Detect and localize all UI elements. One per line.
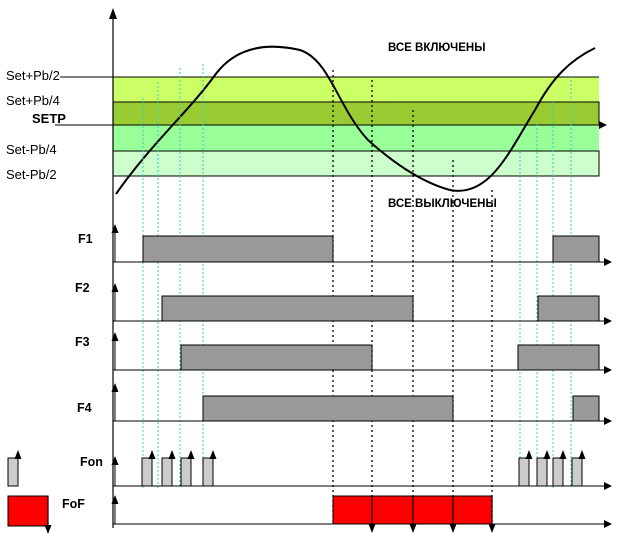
fon-pulse bbox=[571, 450, 586, 487]
label-f1: F1 bbox=[78, 232, 93, 246]
band-set-minus-pb2-to-pb4 bbox=[112, 150, 600, 177]
f4-timeline bbox=[111, 383, 612, 425]
fof-legend bbox=[7, 495, 52, 534]
fof-pulse bbox=[452, 495, 493, 525]
fof-timeline bbox=[111, 495, 612, 533]
fon-pulse bbox=[518, 450, 533, 487]
f2-timeline bbox=[111, 283, 612, 325]
fof-down-arrows bbox=[368, 496, 496, 533]
label-f2: F2 bbox=[75, 281, 90, 295]
fon-legend bbox=[7, 450, 22, 487]
label-all-on: ВСЕ ВКЛЮЧЕНЫ bbox=[388, 42, 485, 54]
label-set-plus-pb4: Set+Pb/4 bbox=[6, 93, 60, 108]
f4-on-bar bbox=[202, 395, 454, 422]
band-set-plus-pb4-to-pb2 bbox=[113, 77, 599, 102]
f1-timeline bbox=[111, 224, 612, 266]
f1-on-bar bbox=[552, 235, 600, 263]
label-f3: F3 bbox=[75, 335, 90, 349]
f2-on-bar bbox=[537, 295, 600, 322]
f3-on-bar bbox=[517, 344, 600, 371]
label-set-plus-pb2: Set+Pb/2 bbox=[6, 68, 60, 83]
f4-on-bar bbox=[572, 395, 600, 422]
fon-pulse bbox=[141, 450, 156, 487]
fon-pulse bbox=[536, 450, 551, 487]
label-set-minus-pb4: Set-Pb/4 bbox=[6, 142, 57, 157]
black-dotted-guides bbox=[332, 70, 493, 525]
label-set-minus-pb2: Set-Pb/2 bbox=[6, 167, 57, 182]
temperature-bands bbox=[55, 76, 607, 177]
fon-pulse bbox=[202, 450, 217, 487]
label-f4: F4 bbox=[77, 401, 92, 415]
fof-pulse bbox=[332, 495, 373, 525]
fof-pulse bbox=[412, 495, 454, 525]
temperature-curve bbox=[115, 45, 596, 195]
label-all-off: ВСЕ ВЫКЛЮЧЕНЫ bbox=[388, 198, 497, 210]
fof-pulse bbox=[371, 495, 414, 525]
f3-timeline bbox=[111, 332, 612, 374]
label-setp: SETP bbox=[32, 111, 66, 126]
fon-pulse bbox=[180, 450, 195, 487]
label-fon: Fon bbox=[80, 455, 103, 469]
fon-timeline bbox=[111, 450, 612, 490]
label-fof: FoF bbox=[62, 497, 85, 511]
temperature-axis-arrow bbox=[109, 8, 117, 19]
band-set-minus-pb4-to-setp bbox=[113, 125, 599, 151]
f3-on-bar bbox=[180, 344, 373, 371]
fon-pulse bbox=[161, 450, 176, 487]
band-setp-to-set-plus-pb4 bbox=[112, 101, 600, 126]
fon-pulse bbox=[552, 450, 567, 487]
f2-on-bar bbox=[161, 295, 414, 322]
f1-on-bar bbox=[142, 235, 334, 263]
